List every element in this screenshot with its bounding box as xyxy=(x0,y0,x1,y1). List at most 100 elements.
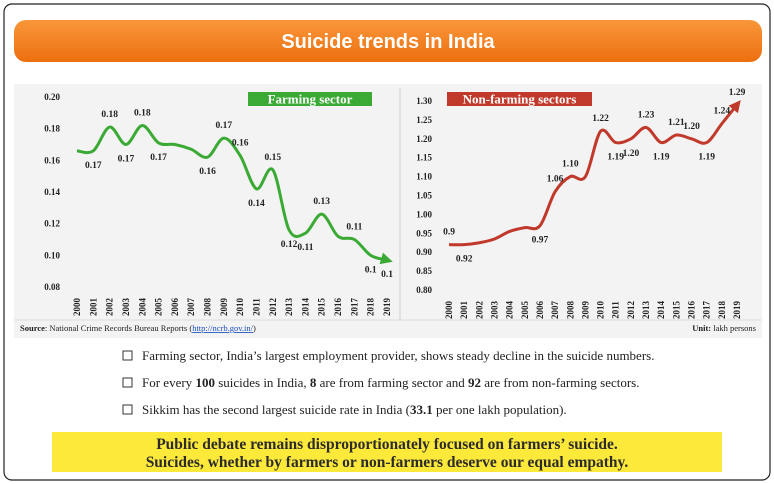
bullet-box xyxy=(122,350,133,361)
legend-label: Non-farming sectors xyxy=(463,92,577,107)
source-part: http://ncrb.gov.in/ xyxy=(192,323,253,333)
data-label: 1.24 xyxy=(714,107,731,117)
bullet-part: Sikkim has the second largest suicide ra… xyxy=(142,402,410,417)
callout-box xyxy=(52,432,722,472)
y-tick-label: 1.00 xyxy=(416,209,432,219)
y-tick-label: 0.12 xyxy=(44,219,60,229)
x-tick-label: 2015 xyxy=(671,301,681,320)
data-label: 0.1 xyxy=(365,265,377,275)
x-tick-label: 2006 xyxy=(535,301,545,320)
data-label: 0.11 xyxy=(346,223,362,233)
y-tick-label: 0.14 xyxy=(44,187,60,197)
banner xyxy=(14,20,762,62)
data-label: 0.15 xyxy=(264,153,281,163)
y-tick-label: 1.30 xyxy=(416,96,432,106)
data-label: 1.06 xyxy=(547,175,564,185)
data-label: 0.92 xyxy=(456,255,473,265)
y-tick-label: 1.15 xyxy=(416,153,432,163)
data-label: 0.17 xyxy=(150,153,167,163)
x-tick-label: 2003 xyxy=(121,298,131,317)
frame xyxy=(3,3,771,481)
x-tick-label: 2010 xyxy=(596,301,606,320)
source-part: ) xyxy=(253,323,256,333)
x-tick-label: 2004 xyxy=(137,298,147,317)
bullet-part: per one lakh population). xyxy=(433,402,567,417)
unit-part: Unit: xyxy=(692,323,711,333)
data-label: 0.17 xyxy=(118,155,135,165)
x-tick-label: 2000 xyxy=(444,301,454,320)
data-label: 1.20 xyxy=(683,122,700,132)
bullet-part: For every xyxy=(142,375,195,390)
data-label: 1.21 xyxy=(668,118,685,128)
x-tick-label: 2003 xyxy=(489,301,499,320)
bullet-box xyxy=(122,377,133,388)
x-tick-label: 2004 xyxy=(505,301,515,320)
x-tick-label: 2002 xyxy=(105,298,115,317)
data-label: 0.9 xyxy=(443,228,455,238)
bullet-text: For every 100 suicides in India, 8 are f… xyxy=(142,375,640,390)
y-tick-label: 0.80 xyxy=(416,285,432,295)
x-tick-label: 2008 xyxy=(203,298,213,317)
x-tick-label: 2001 xyxy=(88,298,98,317)
data-label: 1.19 xyxy=(607,153,624,163)
x-tick-label: 2019 xyxy=(732,301,742,320)
y-tick-label: 0.08 xyxy=(44,282,60,292)
y-tick-label: 0.10 xyxy=(44,250,60,260)
bullet-part: suicides in India, xyxy=(215,375,310,390)
x-tick-label: 2012 xyxy=(268,298,278,317)
x-tick-label: 2000 xyxy=(72,298,82,317)
data-label: 1.23 xyxy=(638,110,655,120)
bullet-part: are from non-farming sectors. xyxy=(481,375,639,390)
bullet-part: Farming sector, India’s largest employme… xyxy=(142,348,654,363)
data-label: 0.16 xyxy=(232,139,249,149)
y-tick-label: 1.05 xyxy=(416,191,432,201)
data-label: 0.17 xyxy=(216,121,233,131)
x-tick-label: 2018 xyxy=(366,298,376,317)
bullet-part: 8 xyxy=(310,375,317,390)
x-tick-label: 2008 xyxy=(565,301,575,320)
x-tick-label: 2010 xyxy=(235,298,245,317)
x-tick-label: 2007 xyxy=(550,301,560,320)
x-tick-label: 2013 xyxy=(641,301,651,320)
x-tick-label: 2019 xyxy=(382,298,392,317)
bullet-part: 92 xyxy=(468,375,481,390)
x-tick-label: 2018 xyxy=(717,301,727,320)
legend-swatch xyxy=(248,92,372,106)
data-label: 0.16 xyxy=(199,167,216,177)
source-note: Source: National Crime Records Bureau Re… xyxy=(20,323,256,333)
x-tick-label: 2007 xyxy=(186,298,196,317)
y-tick-label: 0.18 xyxy=(44,124,60,134)
series-line xyxy=(448,100,741,247)
x-tick-label: 2005 xyxy=(520,301,530,320)
data-label: 1.22 xyxy=(592,114,609,124)
data-label: 0.11 xyxy=(297,243,313,253)
x-tick-label: 2012 xyxy=(626,301,636,320)
x-tick-label: 2006 xyxy=(170,298,180,317)
data-label: 0.18 xyxy=(101,110,118,120)
x-tick-label: 2002 xyxy=(474,301,484,320)
x-tick-label: 2001 xyxy=(459,301,469,320)
y-tick-label: 1.20 xyxy=(416,134,432,144)
bullet-part: 100 xyxy=(195,375,215,390)
y-tick-label: 0.85 xyxy=(416,266,432,276)
data-label: 1.20 xyxy=(623,149,640,159)
x-tick-label: 2015 xyxy=(317,298,327,317)
y-tick-label: 1.25 xyxy=(416,115,432,125)
bullet-text: Sikkim has the second largest suicide ra… xyxy=(142,402,567,417)
y-tick-label: 0.90 xyxy=(416,247,432,257)
y-tick-label: 0.95 xyxy=(416,228,432,238)
source-part: Source xyxy=(20,323,45,333)
data-label: 0.17 xyxy=(85,161,102,171)
data-label: 0.13 xyxy=(313,197,330,207)
data-label: 1.19 xyxy=(698,153,715,163)
data-label: 0.18 xyxy=(134,109,151,119)
data-label: 0.14 xyxy=(248,199,265,209)
x-tick-label: 2017 xyxy=(702,301,712,320)
x-tick-label: 2014 xyxy=(656,301,666,320)
x-tick-label: 2013 xyxy=(284,298,294,317)
callout-line: Suicides, whether by farmers or non-farm… xyxy=(146,454,629,471)
data-label: 1.19 xyxy=(653,153,670,163)
legend-swatch xyxy=(447,92,592,106)
data-label: 0.97 xyxy=(532,236,549,246)
